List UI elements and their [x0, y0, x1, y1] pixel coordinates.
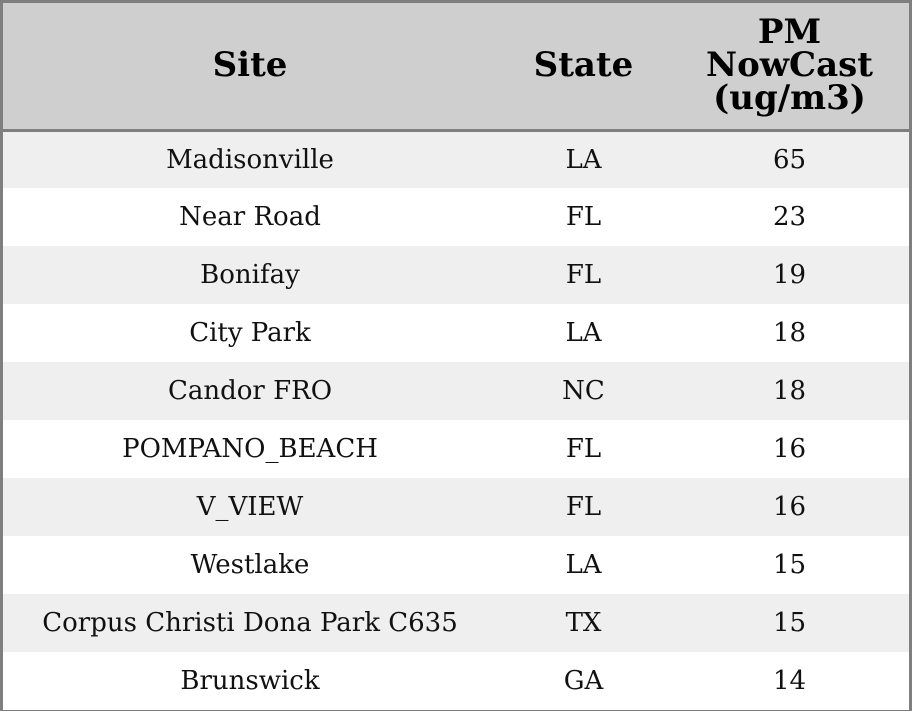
- site-cell: Near Road: [179, 202, 321, 232]
- site-cell: POMPANO_BEACH: [122, 434, 378, 464]
- pm-value-cell: 14: [772, 666, 807, 696]
- site-cell: Candor FRO: [167, 376, 333, 406]
- state-cell: LA: [565, 550, 602, 580]
- table-row: Westlake LA 15: [3, 536, 909, 594]
- pm-value-cell: 16: [772, 434, 807, 464]
- table-row: V_VIEW FL 16: [3, 478, 909, 536]
- pm-header-line-1: PM: [757, 12, 822, 53]
- pm-value-cell: 18: [772, 376, 807, 406]
- site-cell: Bonifay: [200, 260, 300, 290]
- table-row: POMPANO_BEACH FL 16: [3, 420, 909, 478]
- pm-value-cell: 16: [772, 492, 807, 522]
- table-row: Madisonville LA 65: [3, 130, 909, 188]
- state-cell: TX: [565, 608, 602, 638]
- state-cell: GA: [563, 666, 604, 696]
- pm-value-cell: 15: [772, 608, 807, 638]
- state-cell: FL: [565, 260, 602, 290]
- pm-value-cell: 65: [772, 144, 807, 175]
- pm-header-line-3: (ug/m3): [713, 78, 866, 119]
- pm-value-cell: 18: [772, 318, 807, 348]
- site-column-header: Site: [3, 3, 497, 132]
- state-cell: FL: [565, 202, 602, 232]
- pm-nowcast-column-header: PM NowCast (ug/m3): [670, 3, 909, 132]
- table-header: Site State PM NowCast (ug/m3): [3, 3, 909, 132]
- site-cell: Brunswick: [180, 666, 320, 696]
- header-row: Site State PM NowCast (ug/m3): [3, 3, 909, 132]
- pm-value-cell: 23: [772, 202, 807, 232]
- table-row: Corpus Christi Dona Park C635 TX 15: [3, 594, 909, 652]
- state-cell: LA: [565, 318, 602, 348]
- table-row: Brunswick GA 14: [3, 652, 909, 710]
- pm-nowcast-table: Site State PM NowCast (ug/m3) Madisonvil…: [3, 3, 909, 710]
- table-row: City Park LA 18: [3, 304, 909, 362]
- site-cell: Corpus Christi Dona Park C635: [42, 608, 458, 638]
- state-cell: LA: [565, 144, 602, 175]
- site-cell: City Park: [189, 318, 311, 348]
- pm-value-cell: 15: [772, 550, 807, 580]
- state-cell: NC: [562, 376, 605, 406]
- table-row: Bonifay FL 19: [3, 246, 909, 304]
- state-column-header: State: [497, 3, 670, 132]
- pm-header-line-2: NowCast: [706, 45, 873, 86]
- table-body: Madisonville LA 65 Near Road FL 23 Bonifay FL 19…: [3, 130, 909, 710]
- state-cell: FL: [565, 492, 602, 522]
- state-cell: FL: [565, 434, 602, 464]
- site-cell: V_VIEW: [196, 492, 304, 522]
- pm-value-cell: 19: [772, 260, 807, 290]
- table-row: Near Road FL 23: [3, 188, 909, 246]
- site-cell: Madisonville: [166, 144, 334, 175]
- site-cell: Westlake: [190, 550, 310, 580]
- table-row: Candor FRO NC 18: [3, 362, 909, 420]
